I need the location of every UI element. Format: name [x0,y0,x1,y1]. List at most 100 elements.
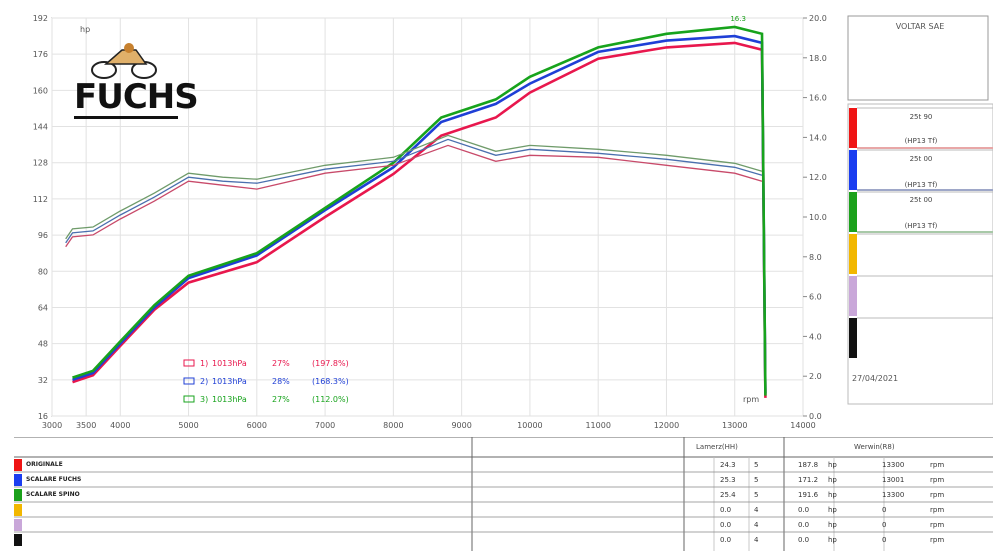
right-panel-box [847,15,989,101]
logo-underline [74,116,178,119]
table-cell: 4 [754,521,759,529]
inner-legend-swatch [183,377,195,385]
series-line-1 [72,41,767,398]
table-cell: rpm [930,491,945,499]
panel-date: 27/04/2021 [852,374,899,383]
y-left-tick-label: 80 [38,267,48,276]
legend-label-3-bottom: (HP13 Tf) [904,222,938,230]
legend-box [847,103,993,405]
table-row-swatch [14,474,22,486]
y-left-tick-label: 128 [33,159,48,168]
y-right-tick-label: 8.0 [809,253,822,262]
table-header-right: Werwin(R8) [854,443,895,451]
y-right-tick-label: 10.0 [809,213,827,222]
table-cell: 0.0 [720,506,732,514]
table-cell: 4 [754,506,759,514]
table-row-name: SCALARE FUCHS [26,476,82,483]
x-tick-label: 9000 [451,421,471,430]
table-header-left: Lamerz(HH) [696,443,738,451]
y-left-tick-label: 160 [33,86,48,95]
x-tick-label: 13000 [722,421,747,430]
y-right-tick-label: 14.0 [809,133,827,142]
results-table: Lamerz(HH) Werwin(R8) [14,436,993,551]
table-row-swatch [14,489,22,501]
inner-legend-text: 27% [272,395,290,404]
x-tick-label: 12000 [654,421,679,430]
table-cell: 187.8 [798,461,819,469]
x-tick-label: 3000 [42,421,62,430]
peak-label: 16.3 [730,15,746,23]
table-cell: hp [828,476,837,484]
table-cell: hp [828,536,837,544]
table-cell: 5 [754,461,759,469]
x-tick-label: 3500 [76,421,96,430]
table-row-name: SCALARE SPINO [26,491,80,498]
legend-swatch-3 [849,192,857,232]
logo-text: FUCHS [74,77,199,117]
series-line-6 [65,134,763,240]
table-cell: hp [828,521,837,529]
table-cell: rpm [930,536,945,544]
table-cell: rpm [930,461,945,469]
table-cell: 0 [882,536,887,544]
table-cell: 0.0 [798,536,810,544]
x-tick-label: 7000 [315,421,335,430]
table-row-swatch [14,534,22,546]
y-left-tick-label: 32 [38,376,48,385]
y-left-tick-label: 96 [38,231,48,240]
legend-swatch-6 [849,318,857,358]
y-right-tick-label: 2.0 [809,372,822,381]
table-cell: hp [828,461,837,469]
table-cell: 25.3 [720,476,736,484]
legend-label-2-bottom: (HP13 Tf) [904,181,938,189]
plot-frame [51,17,804,417]
table-row-swatch [14,519,22,531]
y-left-tick-label: 192 [33,14,48,23]
legend-swatch-4 [849,234,857,274]
inner-legend-swatch [183,359,195,367]
y-left-tick-label: 144 [33,123,48,132]
inner-legend-swatch [183,395,195,403]
table-cell: 13001 [882,476,905,484]
inner-legend-text: 27% [272,359,290,368]
legend-swatch-2 [849,150,857,190]
table-cell: 0 [882,521,887,529]
table-cell: 5 [754,476,759,484]
inner-legend-text: 2) [200,377,208,386]
legend-swatch-5 [849,276,857,316]
y-right-tick-label: 12.0 [809,173,827,182]
y-right-tick-label: 0.0 [809,412,822,421]
table-cell: rpm [930,506,945,514]
x-tick-label: 5000 [178,421,198,430]
legend-label-1-top: 25t 90 [909,113,933,121]
table-cell: 0.0 [720,521,732,529]
x-tick-label: 10000 [517,421,542,430]
y-right-tick-label: 18.0 [809,54,827,63]
table-row-swatch [14,459,22,471]
y-right-tick-label: 6.0 [809,293,822,302]
legend-label-2-top: 25t 00 [909,155,933,163]
table-cell: 0.0 [798,506,810,514]
table-cell: rpm [930,476,945,484]
table-cell: 13300 [882,491,905,499]
motorcycle-icon [91,43,157,79]
table-cell: 0.0 [720,536,732,544]
inner-legend-text: 1) [200,359,208,368]
table-cell: 171.2 [798,476,819,484]
inner-legend-text: (197.8%) [312,359,349,368]
table-cell: 0 [882,506,887,514]
table-cell: hp [828,506,837,514]
x-unit: rpm [743,395,759,404]
series-line-2 [72,34,767,394]
y-right-tick-label: 16.0 [809,94,827,103]
table-cell: rpm [930,521,945,529]
legend-label-3-top: 25t 00 [909,196,933,204]
table-cell: 191.6 [798,491,819,499]
inner-legend-text: (168.3%) [312,377,349,386]
y-left-tick-label: 176 [33,50,48,59]
table-cell: 4 [754,536,759,544]
right-panel-title: VOLTAR SAE [895,22,945,31]
y-left-tick-label: 48 [38,340,48,349]
x-tick-label: 4000 [110,421,130,430]
